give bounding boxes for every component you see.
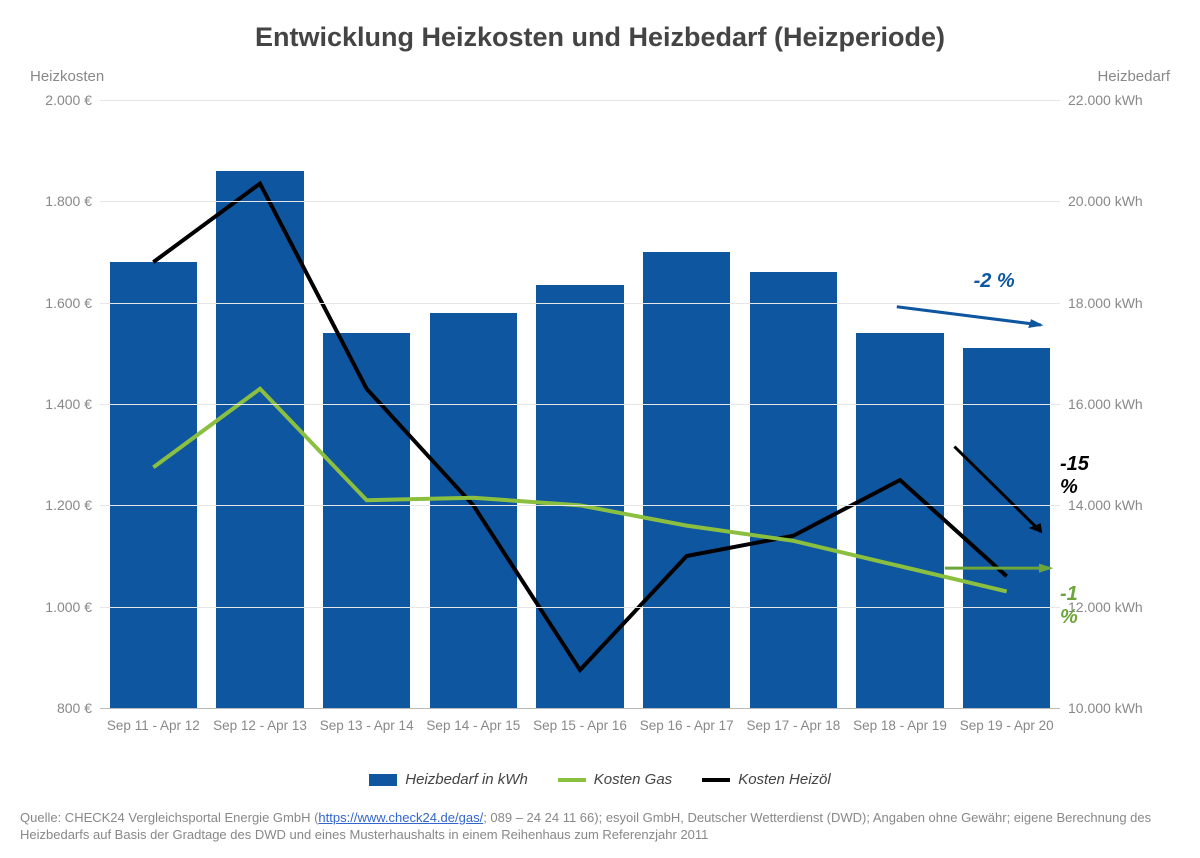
source-text: Quelle: CHECK24 Vergleichsportal Energie… (20, 809, 1180, 844)
gridline (100, 505, 1060, 506)
chart-title: Entwicklung Heizkosten und Heizbedarf (H… (0, 0, 1200, 53)
line-series (153, 184, 1006, 670)
y-left-tick: 1.800 € (30, 193, 92, 209)
annotation-label: -2 % (974, 270, 1015, 293)
legend-swatch-line (558, 778, 586, 782)
y-left-tick: 1.000 € (30, 599, 92, 615)
x-axis-label: Sep 16 - Apr 17 (640, 718, 734, 733)
y-right-tick: 18.000 kWh (1068, 295, 1170, 311)
y-right-tick: 10.000 kWh (1068, 700, 1170, 716)
y-left-tick: 1.200 € (30, 497, 92, 513)
x-axis-label: Sep 17 - Apr 18 (746, 718, 840, 733)
gridline (100, 303, 1060, 304)
y-right-tick: 12.000 kWh (1068, 599, 1170, 615)
annotation-arrow (954, 447, 1040, 532)
annotation-arrow (897, 307, 1041, 325)
legend-label: Kosten Heizöl (738, 771, 831, 788)
x-axis-label: Sep 14 - Apr 15 (426, 718, 520, 733)
x-axis-label: Sep 13 - Apr 14 (320, 718, 414, 733)
gridline (100, 708, 1060, 709)
annotation-label: -1 % (1060, 583, 1078, 629)
y-right-tick: 14.000 kWh (1068, 497, 1170, 513)
source-prefix: Quelle: CHECK24 Vergleichsportal Energie… (20, 810, 318, 825)
gridline (100, 607, 1060, 608)
legend-label: Heizbedarf in kWh (405, 771, 528, 788)
annotation-label: -15 % (1060, 453, 1089, 499)
x-axis-label: Sep 18 - Apr 19 (853, 718, 947, 733)
y-left-tick: 1.400 € (30, 396, 92, 412)
y-right-axis-label: Heizbedarf (1097, 68, 1170, 85)
legend-item-oil: Kosten Heizöl (702, 771, 831, 788)
plot-area: Sep 11 - Apr 12Sep 12 - Apr 13Sep 13 - A… (100, 100, 1060, 708)
x-axis-label: Sep 19 - Apr 20 (960, 718, 1054, 733)
legend-item-gas: Kosten Gas (558, 771, 672, 788)
x-axis-label: Sep 15 - Apr 16 (533, 718, 627, 733)
legend-swatch-line (702, 778, 730, 782)
legend-item-heizbedarf: Heizbedarf in kWh (369, 771, 528, 788)
x-axis-label: Sep 11 - Apr 12 (107, 718, 200, 733)
legend-label: Kosten Gas (594, 771, 672, 788)
legend-swatch-bar (369, 774, 397, 786)
y-left-tick: 1.600 € (30, 295, 92, 311)
y-left-axis-label: Heizkosten (30, 68, 104, 85)
source-link[interactable]: https://www.check24.de/gas/ (318, 810, 483, 825)
gridline (100, 404, 1060, 405)
y-right-tick: 22.000 kWh (1068, 92, 1170, 108)
y-left-tick: 800 € (30, 700, 92, 716)
y-right-tick: 20.000 kWh (1068, 193, 1170, 209)
gridline (100, 201, 1060, 202)
y-right-tick: 16.000 kWh (1068, 396, 1170, 412)
y-left-tick: 2.000 € (30, 92, 92, 108)
legend: Heizbedarf in kWh Kosten Gas Kosten Heiz… (0, 771, 1200, 788)
chart-container: Heizkosten Heizbedarf Sep 11 - Apr 12Sep… (30, 60, 1170, 748)
x-axis-label: Sep 12 - Apr 13 (213, 718, 307, 733)
gridline (100, 100, 1060, 101)
